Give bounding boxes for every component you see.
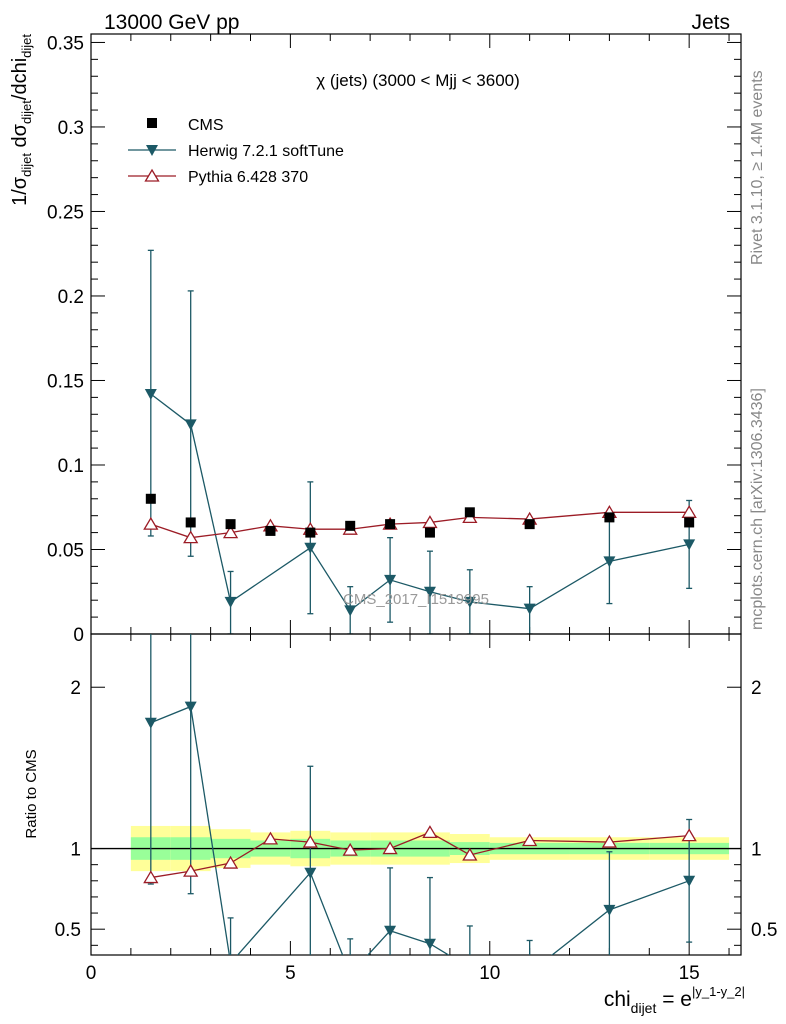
ratio-ytick-label-right: 0.5 (751, 920, 777, 941)
watermark: CMS_2017_I1519995 (343, 591, 489, 608)
x-axis-title: chidijet = e|y_1-y_2| (604, 984, 745, 1016)
pythia-point (422, 515, 438, 529)
herwig-series-group (144, 249, 696, 634)
legend: CMS Herwig 7.2.1 softTune Pythia 6.428 3… (128, 117, 344, 186)
legend-marker-cms (147, 118, 157, 128)
main-ytick-label: 0.3 (58, 118, 84, 139)
main-ylabel: 1/σdijet dσdijet/dchidijet (9, 34, 34, 206)
pythia-point (143, 516, 159, 530)
main-ytick-label: 0 (73, 625, 84, 646)
pythia-point (681, 505, 697, 518)
legend-label-cms: CMS (188, 117, 224, 134)
ratio-pythia-series-line (150, 831, 690, 879)
herwig-point (344, 605, 357, 617)
herwig-point (144, 389, 157, 400)
ratio-ytick-label: 2 (70, 678, 81, 699)
header-left-label: 13000 GeV pp (104, 11, 239, 34)
ratio-ytick-label: 0.5 (55, 920, 81, 941)
main-ytick-label: 0.2 (58, 287, 84, 308)
main-ytick-label: 0.1 (58, 456, 84, 477)
ratio-pythia-point (183, 863, 199, 877)
ratio-pythia-point (262, 831, 279, 845)
main-ytick-label: 0.15 (47, 371, 84, 392)
ratio-pythia-point (522, 833, 538, 847)
cms-point (345, 520, 356, 531)
herwig-point (423, 586, 436, 598)
rivet-label: Rivet 3.1.10, ≥ 1.4M events (749, 70, 766, 265)
cms-point (684, 517, 695, 528)
ratio-herwig-point (384, 925, 397, 937)
ratio-herwig-point (344, 969, 356, 980)
ratio-herwig-point (423, 938, 436, 950)
cms-point (265, 525, 276, 536)
main-ytick-label: 0.25 (47, 202, 84, 223)
ratio-herwig-point (184, 701, 197, 713)
ratio-pythia-point (601, 834, 618, 848)
xtick-label: 0 (86, 963, 97, 984)
ratio-pythia-point (143, 870, 159, 884)
ratio-pythia-point (222, 855, 239, 869)
ratio-pythia-point (302, 834, 318, 848)
legend-label-herwig: Herwig 7.2.1 softTune (188, 143, 344, 160)
herwig-point (224, 596, 237, 608)
cms-series-group (145, 493, 695, 538)
ratio-pythia-point (681, 828, 697, 842)
ratio-ytick-label-right: 1 (751, 840, 762, 861)
ratio-herwig-point (225, 958, 237, 969)
legend-marker-pythia (144, 168, 160, 182)
ratio-pythia-point (422, 825, 438, 839)
ratio-herwig-point (603, 904, 616, 916)
ratio-pythia-series-group (143, 825, 697, 884)
ratio-pythia-point (462, 847, 478, 861)
cms-point (185, 517, 196, 528)
mcplots-label: mcplots.cern.ch [arXiv:1306.3436] (749, 388, 766, 630)
legend-label-pythia: Pythia 6.428 370 (188, 169, 308, 186)
cms-point (305, 527, 316, 538)
ratio-frame (90, 633, 742, 956)
cms-point (464, 507, 475, 518)
cms-point (524, 519, 535, 530)
cms-point (424, 527, 435, 538)
ratio-ylabel: Ratio to CMS (23, 749, 40, 838)
main-ytick-label: 0.35 (47, 33, 84, 54)
herwig-point (523, 603, 536, 615)
cms-point (225, 519, 236, 530)
herwig-series-line (150, 393, 690, 612)
legend-marker-herwig (146, 145, 158, 156)
cms-point (604, 512, 615, 523)
main-panel: 0 0.05 0.1 0.15 0.2 0.25 0.3 0.35 (47, 33, 742, 646)
herwig-point (463, 596, 476, 608)
ratio-herwig-point (524, 968, 536, 979)
main-title: χ (jets) (3000 < Mjj < 3600) (316, 71, 520, 90)
main-ytick-label: 0.05 (47, 540, 84, 561)
pythia-series-line (150, 511, 690, 539)
cms-point (385, 519, 396, 530)
ratio-ytick-label-right: 2 (751, 678, 762, 699)
herwig-point (683, 539, 696, 551)
ratio-panel: 0 5 10 15 0.5 0.5 1 1 2 2 (55, 633, 777, 984)
pythia-point (222, 525, 239, 539)
ratio-pythia-point (342, 842, 358, 856)
herwig-point (384, 574, 397, 586)
pythia-point (183, 530, 199, 544)
cms-point (145, 493, 156, 504)
ratio-herwig-series-group (144, 634, 696, 980)
ratio-herwig-point (464, 963, 476, 974)
ratio-herwig-point (304, 867, 317, 879)
header-right-label: Jets (691, 11, 730, 34)
ratio-pythia-point (382, 841, 398, 855)
herwig-point (603, 556, 616, 568)
xtick-label: 5 (285, 963, 296, 984)
ratio-ytick-label: 1 (70, 840, 81, 861)
ratio-herwig-point (144, 717, 157, 729)
herwig-point (184, 419, 197, 431)
ratio-herwig-point (683, 875, 696, 887)
xtick-label: 10 (479, 963, 500, 984)
xtick-label: 15 (679, 963, 700, 984)
herwig-point (304, 542, 317, 554)
